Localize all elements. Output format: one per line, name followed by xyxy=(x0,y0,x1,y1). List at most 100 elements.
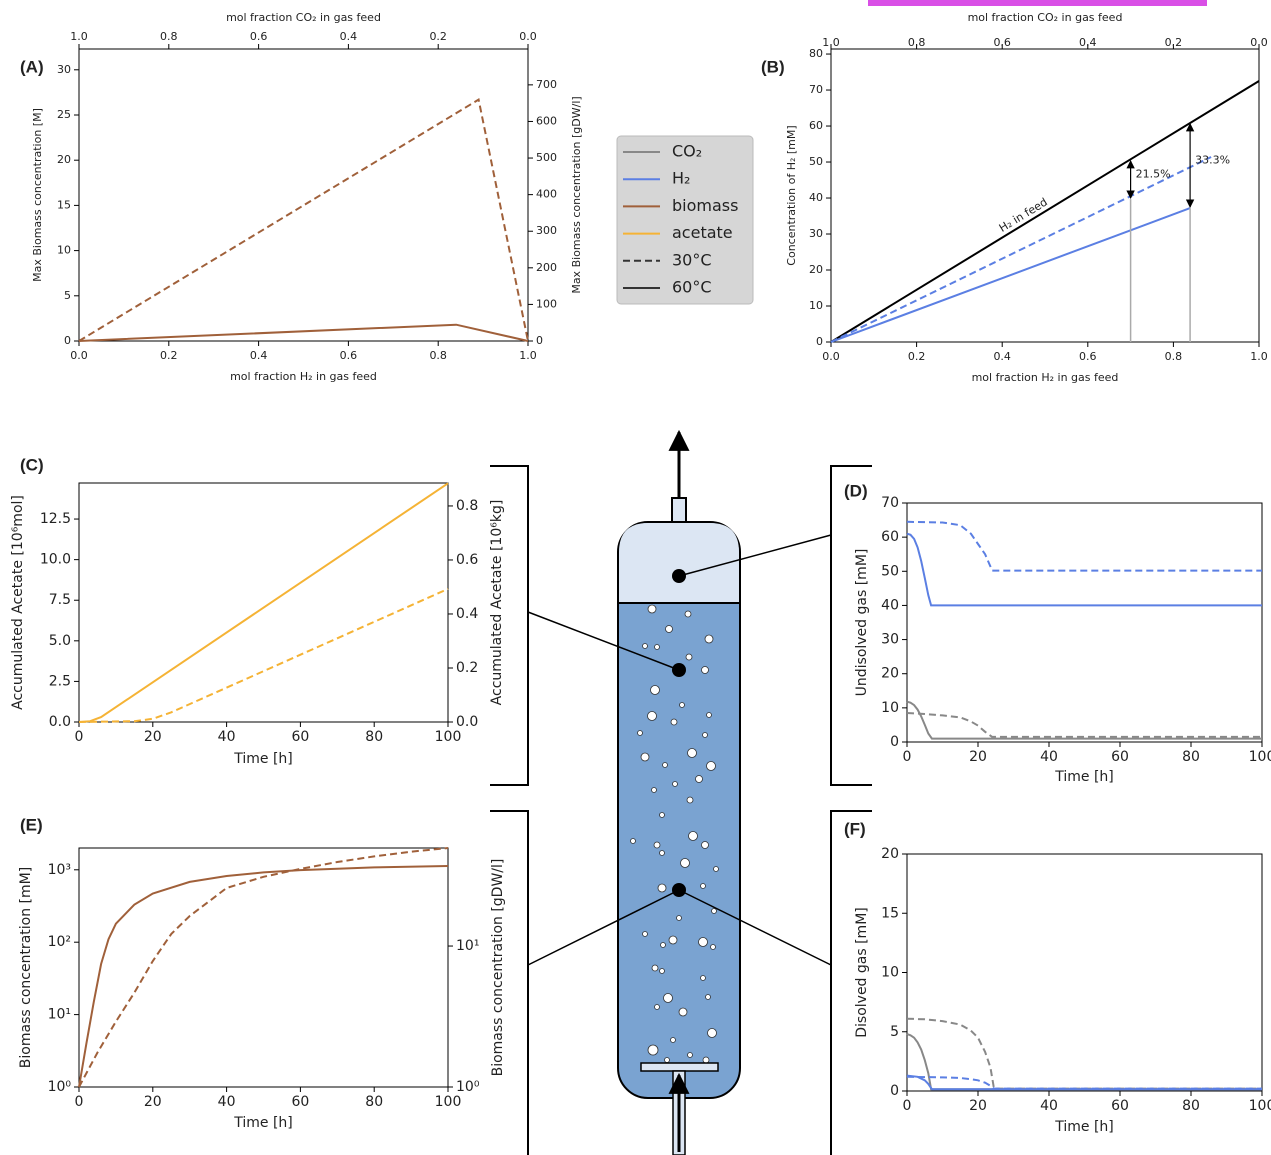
axes-frame xyxy=(78,847,449,1088)
x2-tick-label: 0.6 xyxy=(250,30,268,43)
x-tick-label: 20 xyxy=(969,1098,987,1114)
y-tick-label: 10 xyxy=(809,299,823,312)
y-tick-label: 0 xyxy=(816,335,823,348)
line-label: H₂ in feed xyxy=(997,196,1050,235)
y2-tick-label: 0.2 xyxy=(456,660,478,676)
x-tick-label: 1.0 xyxy=(1250,350,1268,363)
y-axis-label: Undisolved gas [mM] xyxy=(854,549,870,697)
y-tick-label: 12.5 xyxy=(40,511,71,527)
series-line xyxy=(830,156,1212,343)
y-tick-label: 60 xyxy=(881,529,899,545)
x2-tick-label: 0.8 xyxy=(160,30,178,43)
y2-tick-label: 600 xyxy=(536,114,557,127)
annotation-label: 33.3% xyxy=(1195,153,1230,166)
x-tick-label: 100 xyxy=(435,729,462,745)
y2-tick-label: 0 xyxy=(536,334,543,347)
y2-tick-label: 0.8 xyxy=(456,498,478,514)
y-tick-label: 50 xyxy=(809,155,823,168)
y-tick-label: 20 xyxy=(809,263,823,276)
series-line xyxy=(78,865,449,1088)
x-tick-label: 0.8 xyxy=(429,349,447,362)
y-tick-label: 20 xyxy=(881,666,899,682)
x-axis-label: mol fraction H₂ in gas feed xyxy=(972,371,1119,384)
reactor xyxy=(527,429,832,1155)
y-tick-label: 15 xyxy=(57,198,71,211)
axes-frame xyxy=(906,502,1263,743)
x-tick-label: 40 xyxy=(1040,749,1058,765)
legend-label: acetate xyxy=(672,223,733,242)
y2-tick-label: 400 xyxy=(536,188,557,201)
series-line xyxy=(78,323,529,342)
y-tick-label: 0 xyxy=(890,1083,899,1099)
bracket xyxy=(490,810,529,1155)
series-line xyxy=(78,98,529,342)
legend-label: biomass xyxy=(672,196,738,215)
y-tick-label: 10 xyxy=(881,965,899,981)
series-line xyxy=(906,532,1262,607)
probe-point xyxy=(672,663,686,677)
series-line xyxy=(906,1033,1262,1091)
x-axis-label: mol fraction H₂ in gas feed xyxy=(230,370,377,383)
y2-tick-label: 500 xyxy=(536,151,557,164)
x-tick-label: 20 xyxy=(969,749,987,765)
x-tick-label: 60 xyxy=(291,1094,309,1110)
y-tick-label: 10³ xyxy=(48,862,71,878)
x-tick-label: 0 xyxy=(75,729,84,745)
y-tick-label: 30 xyxy=(57,63,71,76)
x2-axis-label: mol fraction CO₂ in gas feed xyxy=(226,11,381,24)
y-tick-label: 10² xyxy=(48,934,71,950)
y-tick-label: 5.0 xyxy=(49,633,71,649)
x-tick-label: 80 xyxy=(365,1094,383,1110)
x-tick-label: 1.0 xyxy=(519,349,537,362)
annotation-label: 21.5% xyxy=(1136,167,1171,180)
x-tick-label: 40 xyxy=(218,1094,236,1110)
x-tick-label: 60 xyxy=(291,729,309,745)
y-tick-label: 5 xyxy=(64,289,71,302)
y2-tick-label: 0.4 xyxy=(456,606,478,622)
y-tick-label: 50 xyxy=(881,563,899,579)
y2-tick-label: 10⁰ xyxy=(456,1079,480,1095)
y2-tick-label: 100 xyxy=(536,297,557,310)
x-tick-label: 0.6 xyxy=(1079,350,1097,363)
series-line xyxy=(830,80,1260,343)
x-tick-label: 0 xyxy=(903,749,912,765)
series-line xyxy=(906,700,1262,740)
y-tick-label: 10 xyxy=(881,700,899,716)
y-tick-label: 70 xyxy=(881,495,899,511)
x2-tick-label: 1.0 xyxy=(70,30,88,43)
x-tick-label: 0.4 xyxy=(993,350,1011,363)
x-tick-label: 100 xyxy=(435,1094,462,1110)
y-tick-label: 30 xyxy=(881,632,899,648)
bracket xyxy=(490,465,529,786)
x-tick-label: 80 xyxy=(1182,749,1200,765)
y-axis-label: Max Biomass concentration [M] xyxy=(31,108,44,282)
x-tick-label: 0.6 xyxy=(340,349,358,362)
x-axis-label: Time [h] xyxy=(233,751,293,767)
x2-tick-label: 0.0 xyxy=(1250,36,1268,49)
panel-label: (A) xyxy=(20,57,44,76)
series-line xyxy=(906,712,1262,738)
x-tick-label: 80 xyxy=(365,729,383,745)
y-tick-label: 10.0 xyxy=(40,552,71,568)
x2-axis-label: mol fraction CO₂ in gas feed xyxy=(968,11,1123,24)
y-tick-label: 20 xyxy=(881,846,899,862)
y2-tick-label: 10¹ xyxy=(456,938,479,954)
y2-tick-label: 200 xyxy=(536,261,557,274)
x-tick-label: 20 xyxy=(144,729,162,745)
legend-box xyxy=(616,135,754,305)
axes-frame xyxy=(78,48,529,342)
series-line xyxy=(906,520,1262,572)
x-tick-label: 0.4 xyxy=(250,349,268,362)
x-tick-label: 0.2 xyxy=(908,350,926,363)
y-tick-label: 80 xyxy=(809,47,823,60)
series-line xyxy=(906,1074,1262,1091)
y-tick-label: 70 xyxy=(809,83,823,96)
x-tick-label: 0.2 xyxy=(160,349,178,362)
legend-label: 60°C xyxy=(672,278,712,297)
x2-tick-label: 0.4 xyxy=(340,30,358,43)
x-tick-label: 20 xyxy=(144,1094,162,1110)
bracket xyxy=(830,810,872,1155)
x-tick-label: 60 xyxy=(1111,1098,1129,1114)
